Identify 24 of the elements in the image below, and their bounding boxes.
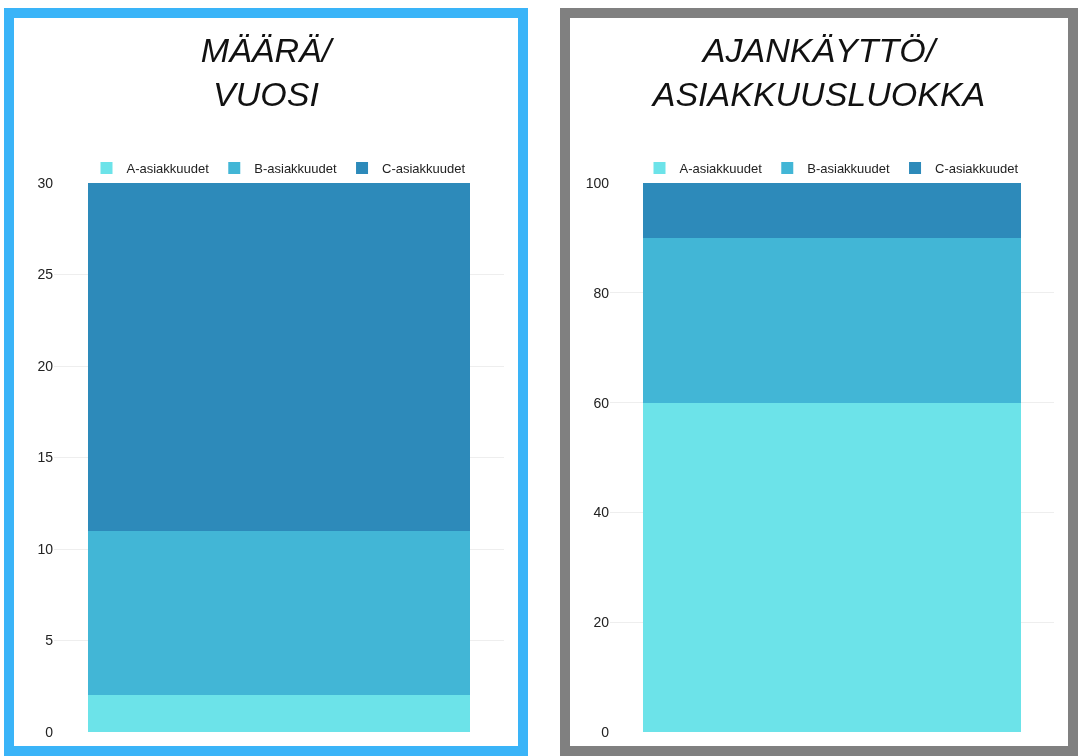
chart-title: MÄÄRÄ/ VUOSI: [200, 30, 335, 113]
y-tick-label: 5: [45, 632, 54, 649]
chart-title: AJANKÄYTTÖ/ ASIAKKUUSLUOKKA: [650, 30, 986, 113]
legend-label: B-asiakkuudet: [807, 161, 891, 177]
legend-label: B-asiakkuudet: [254, 161, 338, 177]
bar: [643, 237, 1021, 403]
y-tick-label: 20: [593, 614, 610, 631]
y-tick-label: 10: [37, 540, 54, 557]
y-tick-label: 40: [593, 504, 610, 521]
y-tick-label: 25: [37, 266, 54, 283]
legend-label: C-asiakkuudet: [382, 161, 466, 177]
y-tick-label: 30: [37, 174, 54, 191]
legend-label: A-asiakkuudet: [679, 161, 763, 177]
y-tick-label: 0: [45, 723, 54, 740]
bar: [87, 695, 471, 732]
y-tick-label: 20: [37, 357, 54, 374]
legend-label: A-asiakkuudet: [126, 161, 210, 177]
y-tick-label: 80: [593, 284, 610, 301]
y-tick-label: 15: [37, 449, 54, 466]
bar: [87, 530, 471, 696]
y-tick-label: 100: [585, 174, 610, 191]
y-tick-label: 60: [593, 394, 610, 411]
y-tick-label: 0: [601, 723, 610, 740]
legend-label: C-asiakkuudet: [935, 161, 1019, 177]
